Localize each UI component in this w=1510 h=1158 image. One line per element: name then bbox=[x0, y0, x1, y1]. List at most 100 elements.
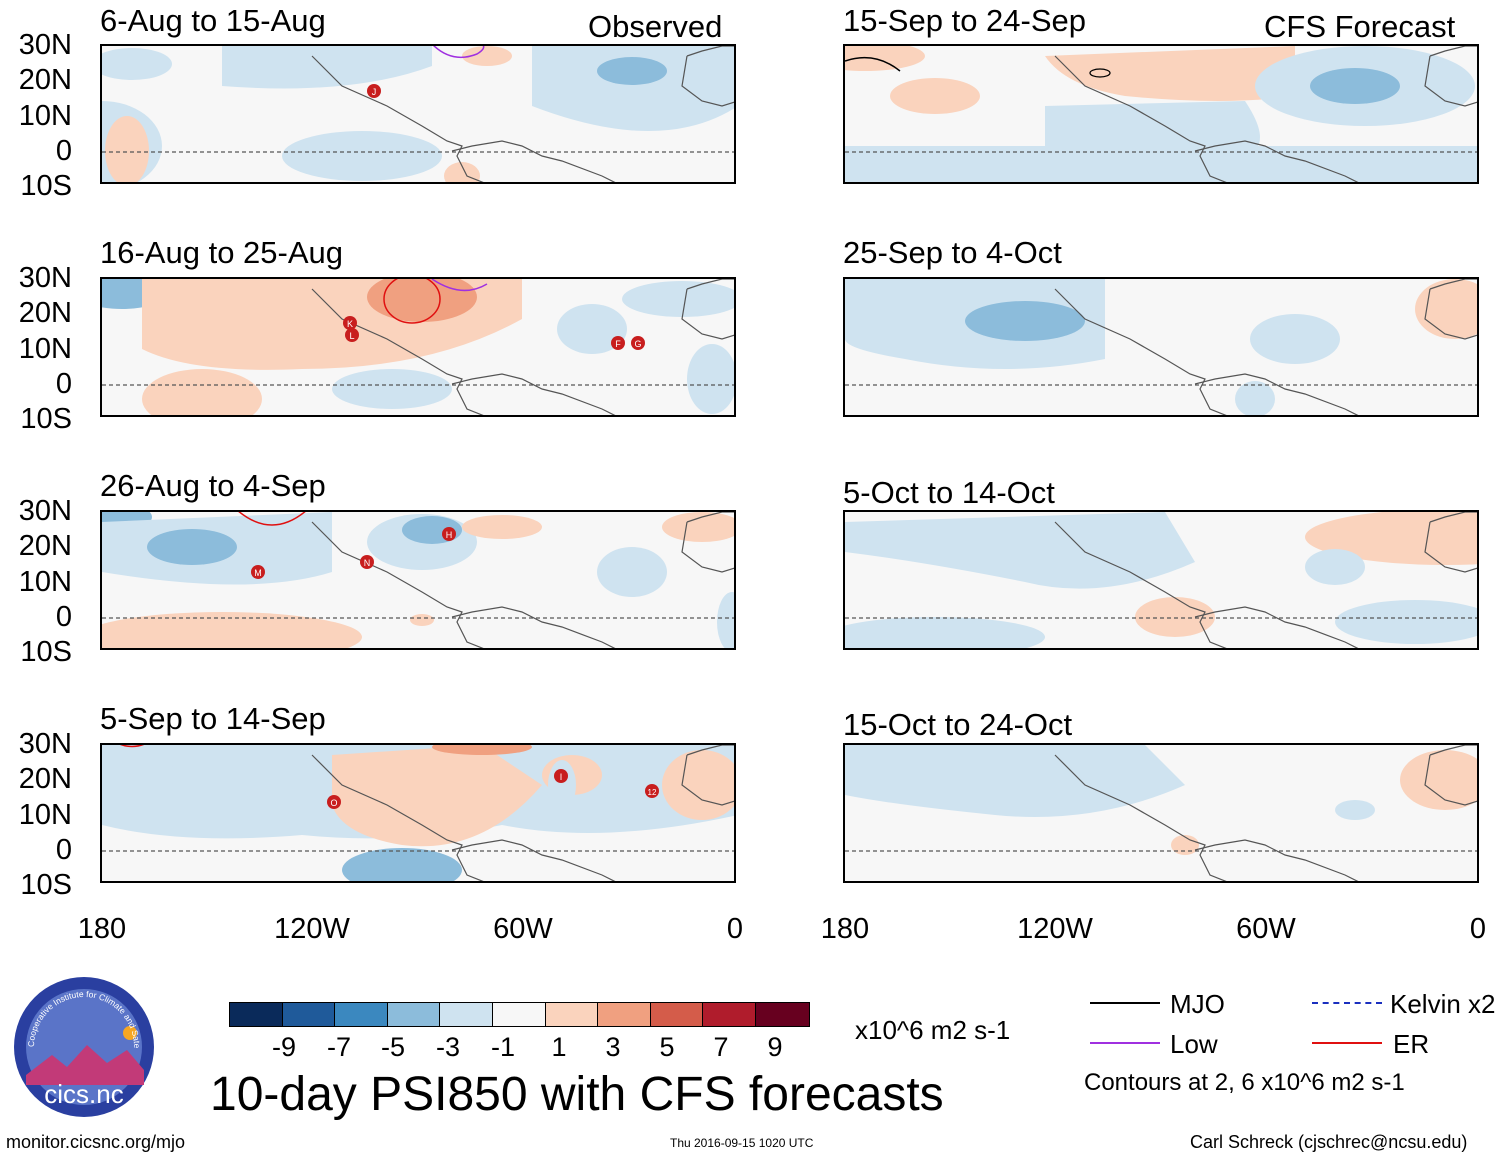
colorbar-label: -1 bbox=[490, 1032, 516, 1062]
lon-label-left-60w: 60W bbox=[493, 913, 553, 945]
map-panel-left-1: J bbox=[100, 44, 736, 184]
map-panel-right-1 bbox=[843, 44, 1479, 184]
anomaly-positive bbox=[1045, 46, 1295, 101]
panel-title-right-3: 5-Oct to 14-Oct bbox=[843, 475, 1055, 510]
main-title: 10-day PSI850 with CFS forecasts bbox=[210, 1068, 944, 1121]
storm-label: I bbox=[560, 772, 563, 782]
anomaly-positive bbox=[1415, 279, 1477, 339]
anomaly-negative bbox=[965, 301, 1085, 341]
storm-marker: G bbox=[631, 336, 645, 350]
colorbar-label: -3 bbox=[435, 1032, 461, 1062]
anomaly-negative bbox=[1045, 101, 1260, 156]
logo-text: cics.nc bbox=[44, 1079, 123, 1109]
map-left-1: J bbox=[102, 46, 734, 182]
colorbar-units: x10^6 m2 s-1 bbox=[855, 1015, 1011, 1045]
legend-line-kelvin bbox=[1312, 1002, 1382, 1004]
lat-label: 30N bbox=[18, 262, 72, 294]
storm-label: K bbox=[347, 319, 353, 329]
colorbar-swatch bbox=[282, 1003, 336, 1026]
panel-title-left-1: 6-Aug to 15-Aug bbox=[100, 3, 326, 38]
anomaly-negative bbox=[1250, 314, 1340, 364]
map-panel-left-4: O I 12 bbox=[100, 743, 736, 883]
lat-label: 20N bbox=[18, 530, 72, 562]
lat-label: 20N bbox=[18, 297, 72, 329]
anomaly-negative bbox=[845, 745, 1185, 817]
colorbar-swatch bbox=[598, 1003, 651, 1026]
lat-label: 0 bbox=[55, 834, 72, 866]
lon-label-left-120w: 120W bbox=[274, 913, 350, 945]
cfs-forecast-header: CFS Forecast bbox=[1264, 9, 1456, 44]
lat-label: 10N bbox=[18, 333, 72, 365]
legend-label-low: Low bbox=[1170, 1029, 1218, 1059]
footer-url[interactable]: monitor.cicsnc.org/mjo bbox=[6, 1132, 186, 1152]
map-right-3 bbox=[845, 512, 1477, 648]
coastline bbox=[1054, 521, 1227, 648]
anomaly-positive bbox=[142, 369, 262, 415]
coastline bbox=[1054, 754, 1227, 881]
anomaly-negative bbox=[332, 369, 452, 409]
legend-label-mjo: MJO bbox=[1170, 989, 1225, 1019]
colorbar-swatch bbox=[230, 1003, 283, 1026]
storm-marker: L bbox=[345, 328, 359, 342]
storm-marker: M bbox=[251, 565, 265, 579]
map-right-4 bbox=[845, 745, 1477, 881]
low-contour bbox=[431, 279, 488, 292]
anomaly-negative bbox=[1335, 600, 1477, 644]
coastline bbox=[1424, 46, 1477, 107]
anomaly-positive bbox=[410, 614, 434, 626]
anomaly-positive bbox=[367, 279, 477, 322]
coastline bbox=[451, 373, 616, 415]
anomaly-negative bbox=[845, 512, 1195, 589]
panel-title-left-2: 16-Aug to 25-Aug bbox=[100, 235, 344, 270]
panel-title-right-1: 15-Sep to 24-Sep bbox=[843, 3, 1087, 38]
anomaly-positive bbox=[332, 745, 542, 847]
contour-note: Contours at 2, 6 x10^6 m2 s-1 bbox=[1084, 1069, 1405, 1096]
colorbar-swatch bbox=[440, 1003, 493, 1026]
coastline bbox=[1424, 512, 1477, 573]
coastline bbox=[681, 279, 734, 340]
colorbar-label: 3 bbox=[605, 1032, 621, 1062]
lat-label: 30N bbox=[18, 728, 72, 760]
colorbar-label: -5 bbox=[380, 1032, 406, 1062]
colorbar-label: 7 bbox=[713, 1032, 729, 1062]
storm-marker: J bbox=[367, 84, 381, 98]
colorbar-swatch bbox=[650, 1003, 704, 1026]
footer-timestamp: Thu 2016-09-15 1020 UTC bbox=[670, 1136, 814, 1150]
anomaly-negative bbox=[687, 344, 734, 414]
lon-label-left-0: 0 bbox=[726, 913, 744, 945]
anomaly-negative bbox=[164, 763, 220, 787]
coastline bbox=[1194, 140, 1359, 182]
storm-label: 12 bbox=[648, 788, 657, 797]
map-panel-right-2 bbox=[843, 277, 1479, 417]
map-left-3: M N H bbox=[102, 512, 734, 648]
colorbar-swatch bbox=[387, 1003, 441, 1026]
colorbar-swatch bbox=[755, 1003, 809, 1026]
colorbar-label: -7 bbox=[326, 1032, 352, 1062]
low-contour bbox=[433, 46, 485, 59]
observed-header: Observed bbox=[588, 9, 723, 44]
coastline bbox=[311, 754, 484, 881]
legend-line-low bbox=[1090, 1042, 1160, 1044]
anomaly-negative bbox=[597, 57, 667, 85]
lat-label: 10N bbox=[18, 100, 72, 132]
coastline bbox=[681, 512, 734, 573]
anomaly-negative bbox=[717, 592, 734, 648]
lat-label: 20N bbox=[18, 763, 72, 795]
coastline bbox=[1194, 606, 1359, 648]
storm-label: H bbox=[446, 530, 453, 540]
legend-label-er: ER bbox=[1393, 1029, 1430, 1059]
mjo-contour bbox=[1089, 68, 1111, 78]
lat-label: 10N bbox=[18, 799, 72, 831]
storm-label: N bbox=[364, 558, 371, 568]
anomaly-negative bbox=[1335, 800, 1375, 820]
lon-label-left-180: 180 bbox=[77, 913, 127, 945]
coastline bbox=[1424, 279, 1477, 340]
anomaly-positive bbox=[662, 750, 734, 820]
lat-label: 30N bbox=[18, 495, 72, 527]
colorbar-label: 9 bbox=[767, 1032, 783, 1062]
panel-title-left-4: 5-Sep to 14-Sep bbox=[100, 701, 326, 736]
colorbar-label: 1 bbox=[551, 1032, 567, 1062]
anomaly-negative bbox=[1305, 549, 1365, 585]
colorbar-swatch bbox=[545, 1003, 599, 1026]
anomaly-positive bbox=[845, 46, 925, 71]
